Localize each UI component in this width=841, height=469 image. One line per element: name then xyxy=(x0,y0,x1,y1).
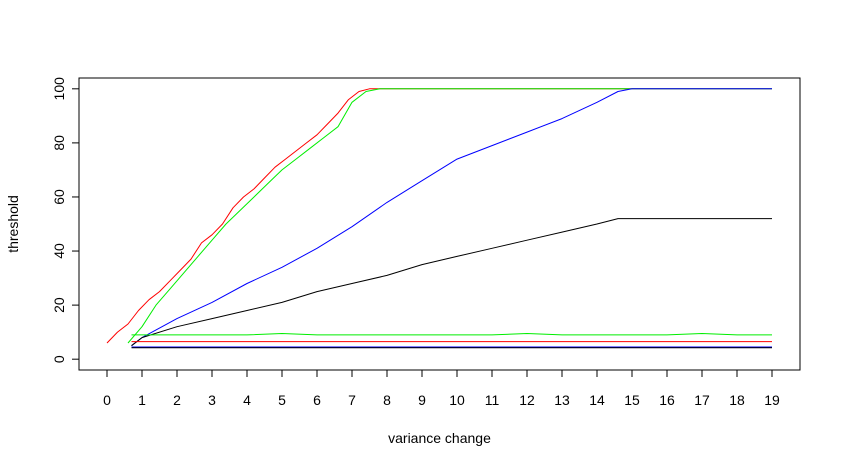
x-tick-label: 10 xyxy=(449,392,465,408)
series-layer xyxy=(106,88,772,349)
series-line-2 xyxy=(131,88,772,347)
series-line-1 xyxy=(127,88,772,344)
x-tick-label: 11 xyxy=(485,392,500,408)
x-tick-label: 19 xyxy=(764,392,780,408)
y-tick-label: 20 xyxy=(51,297,67,313)
x-tick-label: 4 xyxy=(243,392,251,408)
plot-frame xyxy=(78,77,801,371)
series-line-4 xyxy=(131,333,772,336)
x-tick-label: 3 xyxy=(208,392,216,408)
x-axis: 0 1 2 3 4 5 6 7 8 9 10 11 12 13 14 15 16 17 18 19 xyxy=(103,369,780,408)
x-tick-label: 0 xyxy=(103,392,111,408)
x-tick-label: 7 xyxy=(348,392,356,408)
y-tick-label: 80 xyxy=(51,135,67,151)
y-tick-label: 60 xyxy=(51,189,67,205)
x-tick-label: 15 xyxy=(624,392,640,408)
x-tick-label: 1 xyxy=(138,392,146,408)
y-tick-label: 40 xyxy=(51,243,67,259)
x-tick-label: 18 xyxy=(729,392,745,408)
x-tick-label: 12 xyxy=(519,392,535,408)
series-line-3 xyxy=(131,218,772,347)
y-axis: 0 20 40 60 80 100 xyxy=(51,77,80,363)
x-tick-label: 13 xyxy=(554,392,570,408)
y-axis-title: threshold xyxy=(5,195,21,253)
x-tick-label: 14 xyxy=(589,392,605,408)
x-tick-label: 16 xyxy=(659,392,675,408)
x-tick-label: 6 xyxy=(313,392,321,408)
x-axis-title: variance change xyxy=(388,430,491,446)
x-tick-label: 8 xyxy=(383,392,391,408)
y-tick-label: 100 xyxy=(51,77,67,101)
x-tick-label: 5 xyxy=(278,392,286,408)
x-tick-label: 2 xyxy=(173,392,181,408)
x-tick-label: 9 xyxy=(418,392,426,408)
x-tick-label: 17 xyxy=(694,392,710,408)
y-tick-label: 0 xyxy=(51,355,67,363)
